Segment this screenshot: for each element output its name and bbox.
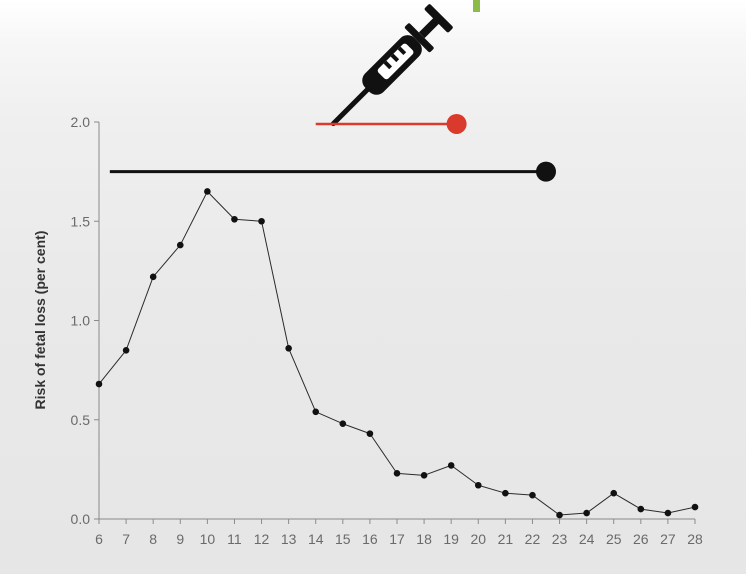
x-tick-label: 28 [687,531,703,547]
x-tick-label: 7 [122,531,130,547]
series-line [98,190,696,516]
x-tick-label: 22 [525,531,541,547]
x-tick-label: 8 [149,531,157,547]
x-tick-label: 9 [176,531,184,547]
syringe-icon [330,4,453,127]
data-point [447,462,455,469]
data-point [691,503,699,511]
x-tick-label: 25 [606,531,622,547]
x-tick-label: 21 [498,531,514,547]
data-point [583,509,590,517]
x-tick-label: 20 [470,531,486,547]
y-tick-label: 1.5 [71,213,91,229]
x-tick-label: 6 [95,531,103,547]
data-point [610,489,618,497]
data-point [176,241,184,249]
x-tick-label: 13 [281,531,297,547]
data-point [95,380,103,388]
data-point [231,215,238,223]
y-axis-title: Risk of fetal loss (per cent) [32,231,48,410]
x-tick-label: 19 [443,531,459,547]
x-tick-label: 26 [633,531,649,547]
y-tick-label: 1.0 [71,313,91,329]
x-tick-label: 27 [660,531,676,547]
data-point [122,346,130,354]
y-tick-label: 2.0 [71,114,91,130]
x-tick-label: 23 [552,531,568,547]
data-point [339,420,347,428]
data-point [474,481,482,489]
x-tick-label: 15 [335,531,351,547]
x-tick-label: 18 [416,531,432,547]
x-tick-label: 10 [200,531,216,547]
x-tick-label: 11 [227,531,242,547]
data-point [420,472,428,479]
data-point [637,505,645,513]
data-point [556,511,563,519]
data-point [366,430,374,437]
y-tick-label: 0.0 [71,511,91,527]
data-series [95,188,699,519]
data-point [502,489,509,497]
x-tick-label: 14 [308,531,324,547]
data-point [664,509,672,517]
data-point [312,408,320,416]
x-tick-label: 24 [579,531,595,547]
data-point [149,273,157,281]
y-tick-label: 0.5 [71,412,91,428]
data-point [204,188,211,195]
green-mark [473,0,480,12]
data-point [285,344,292,352]
x-tick-label: 12 [254,531,270,547]
x-tick-label: 16 [362,531,378,547]
red-range-endpoint [446,113,467,134]
x-tick-label: 17 [389,531,405,547]
axes: 0.0 0.5 1.0 1.5 2.0 6 7 8 9 10 11 12 13 14 15 16 17 18 19 2… [71,114,703,547]
range-annotations [109,113,556,182]
black-range-endpoint [536,161,556,182]
data-point [529,491,536,499]
data-point [393,470,401,477]
data-point [258,217,265,225]
